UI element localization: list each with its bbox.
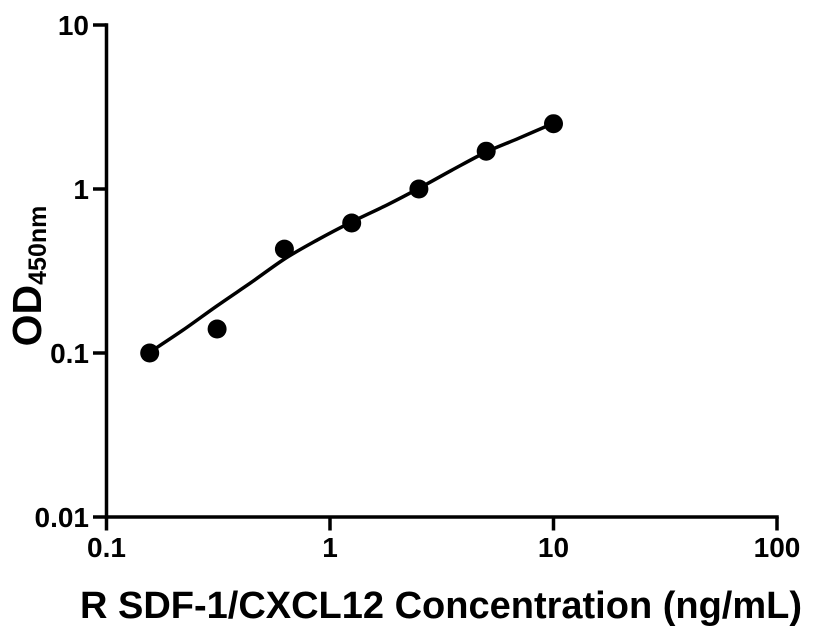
x-axis-title: R SDF-1/CXCL12 Concentration (ng/mL) <box>80 585 802 627</box>
y-axis-title-main: OD <box>4 285 50 347</box>
axes <box>93 23 779 531</box>
y-axis-title: OD450nm <box>4 206 52 347</box>
x-tick-label: 1 <box>322 532 338 563</box>
data-point <box>544 114 563 134</box>
y-tick-label: 0.01 <box>35 502 90 533</box>
x-tick-label: 100 <box>754 532 801 563</box>
x-tick-label: 10 <box>538 532 569 563</box>
data-point <box>476 141 496 161</box>
data-point <box>274 239 294 259</box>
data-point <box>409 179 429 199</box>
x-tick-label: 0.1 <box>87 532 126 563</box>
data-point <box>140 343 160 363</box>
data-point <box>207 319 227 339</box>
y-tick-label: 1 <box>73 174 89 205</box>
data-point <box>342 213 362 233</box>
y-tick-label: 0.1 <box>50 338 89 369</box>
data-points <box>140 114 563 363</box>
y-tick-label: 10 <box>58 10 89 41</box>
y-axis-title-subscript: 450nm <box>24 206 52 285</box>
